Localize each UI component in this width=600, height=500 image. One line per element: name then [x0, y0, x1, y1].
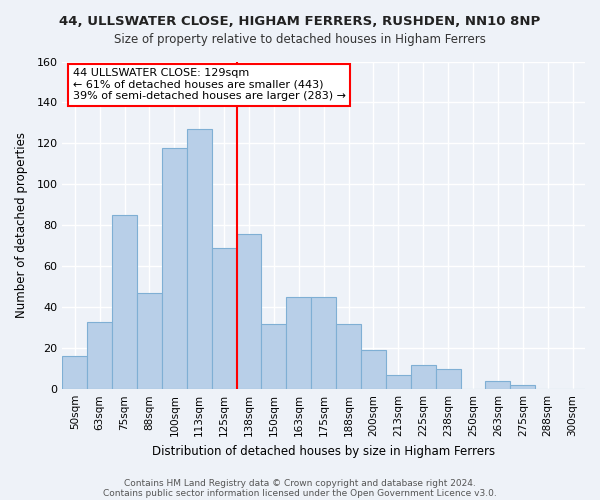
Bar: [311, 297, 336, 389]
Text: 44, ULLSWATER CLOSE, HIGHAM FERRERS, RUSHDEN, NN10 8NP: 44, ULLSWATER CLOSE, HIGHAM FERRERS, RUS…: [59, 15, 541, 28]
Bar: [187, 129, 212, 389]
Bar: [212, 248, 236, 389]
Bar: [511, 385, 535, 389]
Bar: [286, 297, 311, 389]
Y-axis label: Number of detached properties: Number of detached properties: [15, 132, 28, 318]
Text: Contains public sector information licensed under the Open Government Licence v3: Contains public sector information licen…: [103, 488, 497, 498]
Bar: [262, 324, 286, 389]
Bar: [137, 293, 162, 389]
Bar: [87, 322, 112, 389]
Bar: [336, 324, 361, 389]
Bar: [112, 215, 137, 389]
Bar: [162, 148, 187, 389]
Bar: [411, 364, 436, 389]
Bar: [236, 234, 262, 389]
Bar: [62, 356, 87, 389]
X-axis label: Distribution of detached houses by size in Higham Ferrers: Distribution of detached houses by size …: [152, 444, 495, 458]
Bar: [485, 381, 511, 389]
Bar: [436, 368, 461, 389]
Bar: [386, 375, 411, 389]
Text: Size of property relative to detached houses in Higham Ferrers: Size of property relative to detached ho…: [114, 32, 486, 46]
Text: Contains HM Land Registry data © Crown copyright and database right 2024.: Contains HM Land Registry data © Crown c…: [124, 478, 476, 488]
Text: 44 ULLSWATER CLOSE: 129sqm
← 61% of detached houses are smaller (443)
39% of sem: 44 ULLSWATER CLOSE: 129sqm ← 61% of deta…: [73, 68, 346, 102]
Bar: [361, 350, 386, 389]
